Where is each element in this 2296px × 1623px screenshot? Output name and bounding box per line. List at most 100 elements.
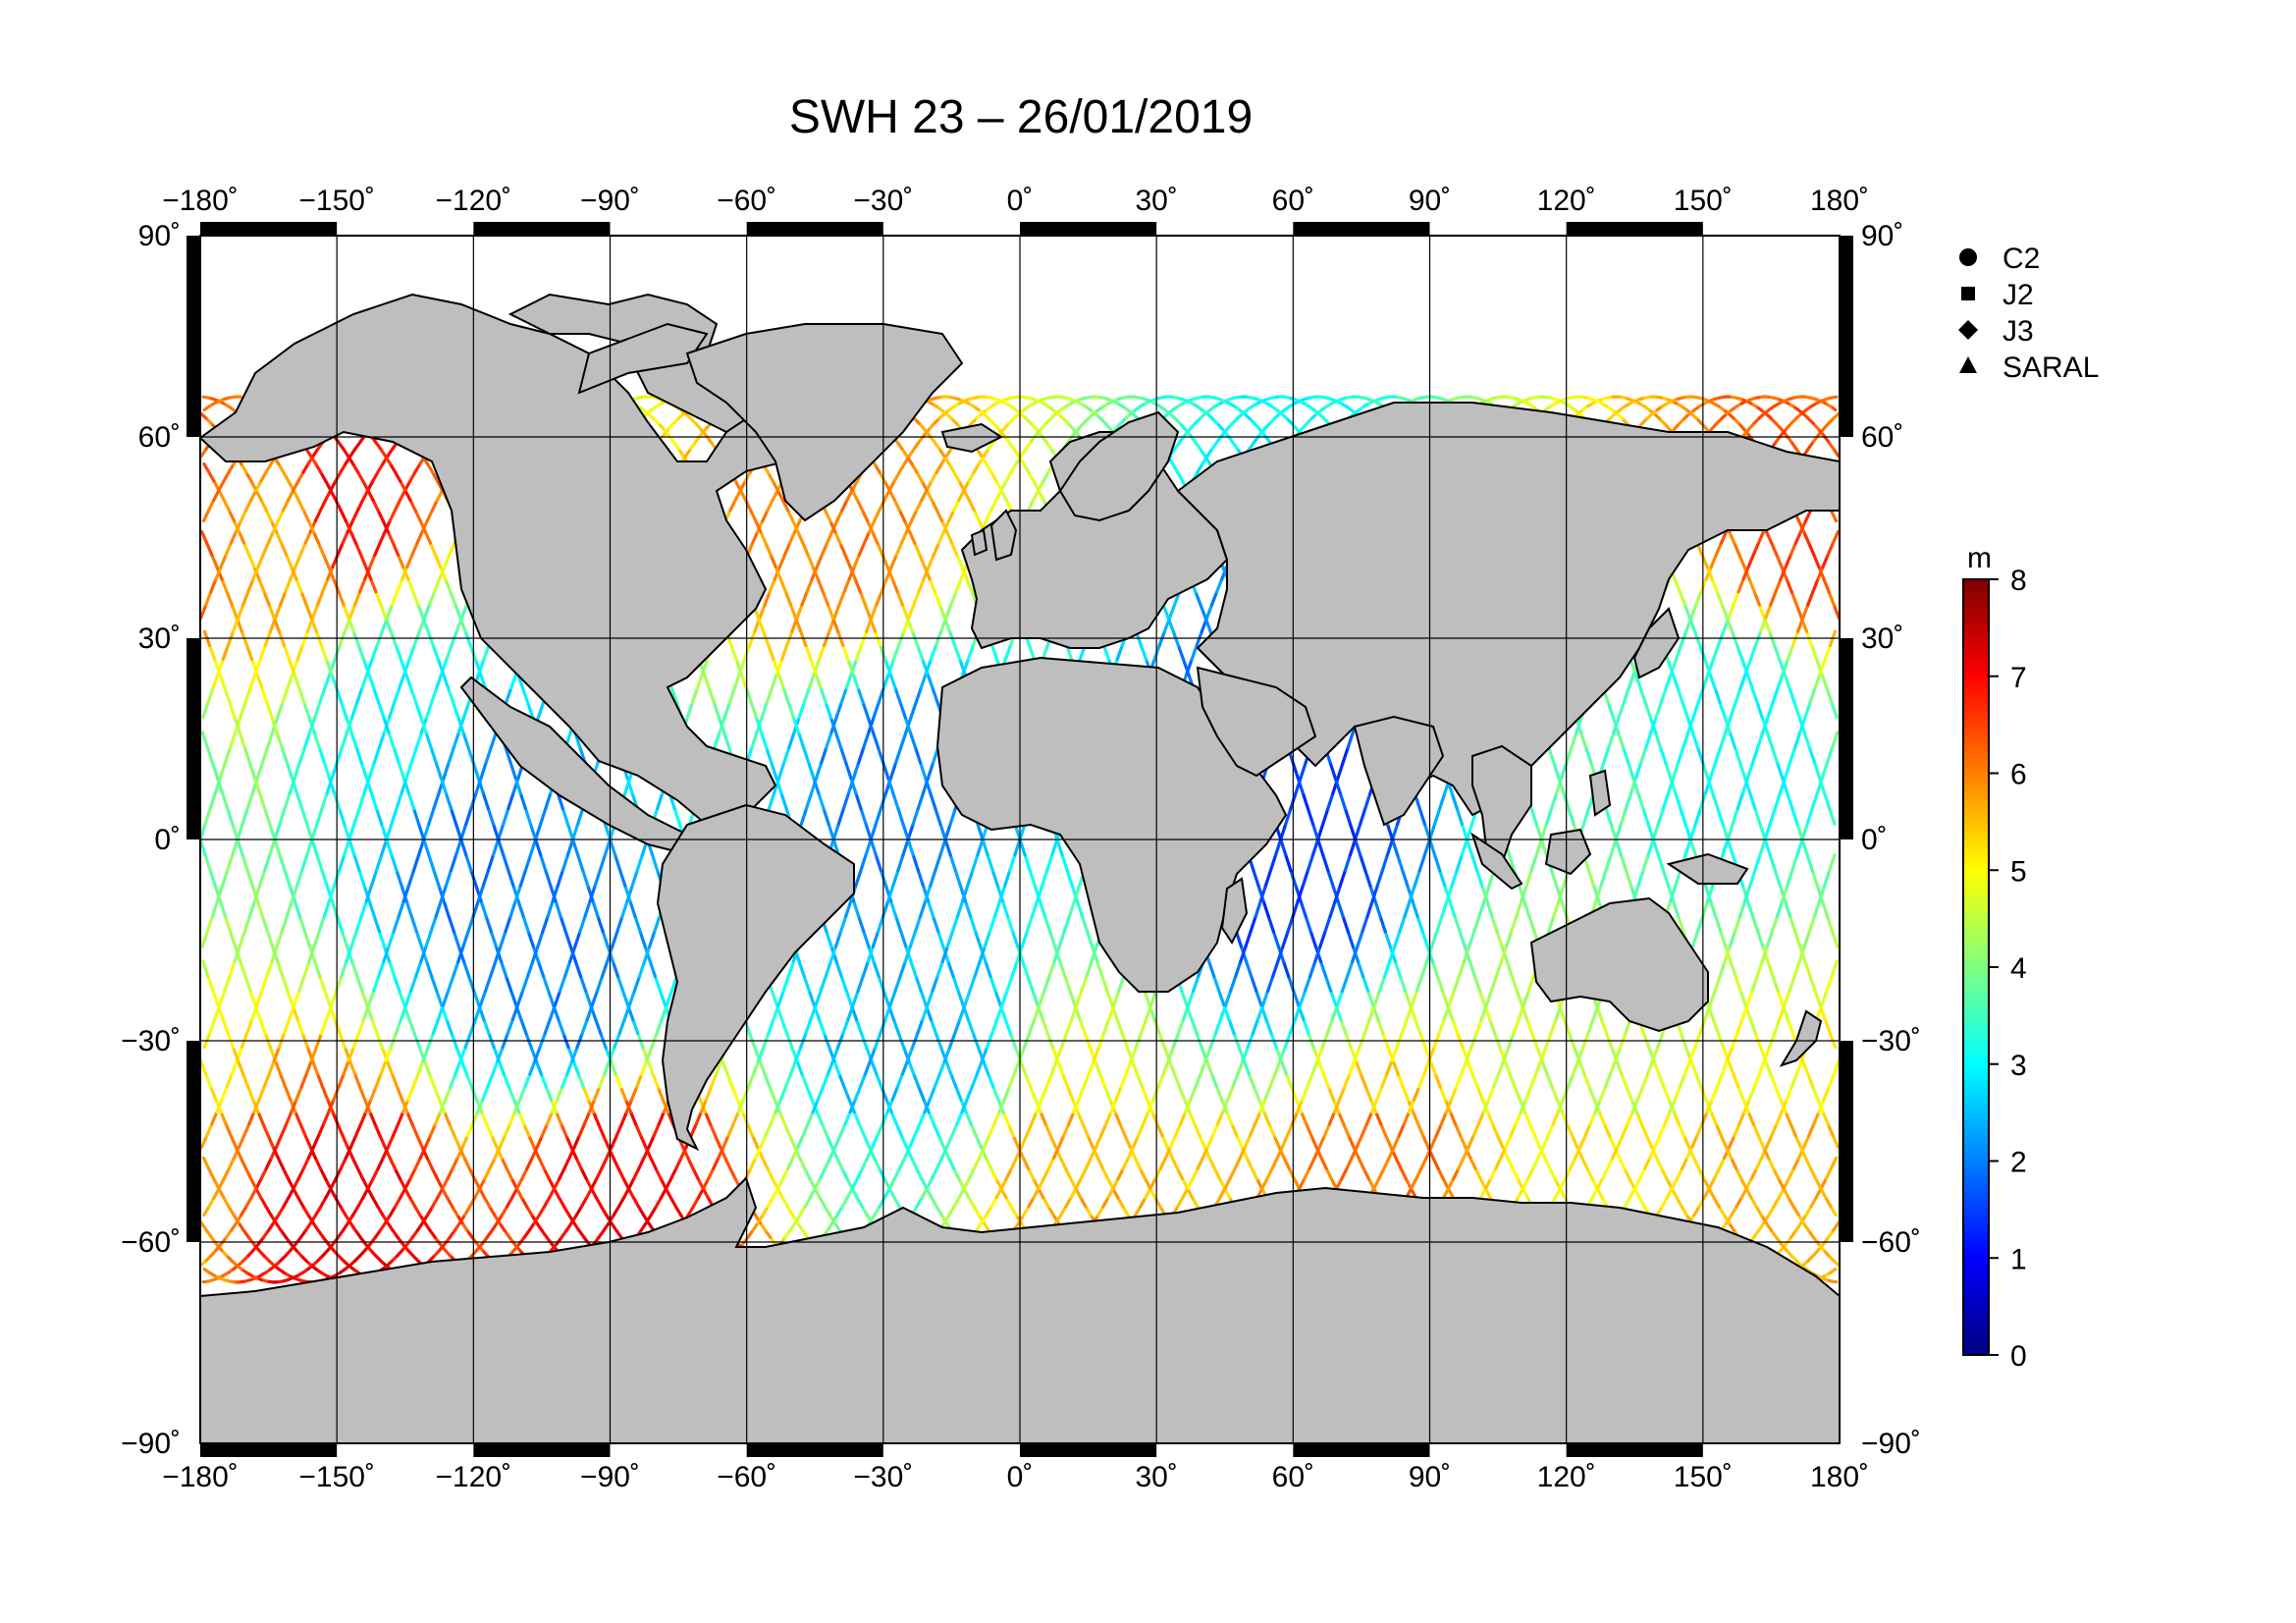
track-segment: [962, 1176, 971, 1190]
track-segment: [489, 959, 498, 978]
track-segment: [1824, 1166, 1833, 1181]
track-segment: [317, 914, 326, 934]
track-segment: [430, 974, 439, 993]
track-segment: [1255, 989, 1263, 1007]
track-segment: [699, 1098, 709, 1114]
track-segment: [929, 791, 937, 811]
track-segment: [533, 1046, 542, 1063]
track-segment: [1167, 603, 1177, 621]
track-segment: [1130, 1058, 1140, 1076]
track-segment: [280, 1122, 289, 1138]
track-segment: [489, 730, 499, 749]
track-segment: [278, 853, 287, 873]
track-segment: [260, 974, 269, 993]
track-segment: [1076, 1110, 1085, 1126]
track-segment: [758, 1058, 767, 1076]
track-segment: [242, 541, 251, 557]
track-segment: [929, 643, 938, 662]
track-segment: [203, 806, 212, 826]
track-segment: [694, 1110, 703, 1126]
track-segment: [1207, 959, 1216, 978]
track-segment: [1255, 1176, 1264, 1190]
track-segment: [888, 672, 897, 690]
track-segment: [517, 1110, 526, 1126]
track-segment: [932, 1122, 940, 1138]
track-segment: [855, 1166, 865, 1181]
track-segment: [200, 411, 208, 420]
track-segment: [250, 1003, 259, 1022]
track-segment: [521, 914, 530, 934]
track-segment: [452, 701, 460, 720]
track-segment: [293, 761, 302, 780]
track-segment: [1029, 1085, 1038, 1102]
track-segment: [245, 791, 254, 811]
track-segment: [787, 1134, 797, 1149]
track-segment: [361, 657, 371, 676]
track-segment: [926, 672, 934, 690]
track-segment: [454, 603, 462, 621]
track-segment: [454, 838, 463, 857]
track-segment: [881, 672, 890, 690]
track-segment: [579, 1166, 588, 1181]
track-segment: [444, 868, 454, 888]
track-segment: [433, 553, 443, 568]
track-segment: [210, 1110, 219, 1126]
track-segment: [794, 616, 803, 633]
track-segment: [205, 541, 214, 557]
track-segment: [985, 461, 993, 474]
track-segment: [361, 479, 370, 493]
track-segment: [943, 838, 952, 857]
track-segment: [1167, 1058, 1177, 1076]
track-segment: [364, 565, 373, 581]
track-segment: [435, 1176, 445, 1190]
track-segment: [255, 761, 265, 780]
track-segment: [1822, 577, 1831, 594]
track-segment: [1101, 1017, 1111, 1036]
track-segment: [494, 945, 503, 963]
track-segment: [324, 479, 333, 493]
track-segment: [876, 914, 885, 934]
track-segment: [1033, 1003, 1041, 1022]
track-segment: [285, 761, 294, 780]
track-segment: [499, 959, 508, 978]
track-segment: [391, 541, 400, 557]
track-segment: [359, 761, 368, 780]
track-segment: [659, 1176, 667, 1190]
track-segment: [686, 1156, 695, 1170]
track-segment: [846, 657, 855, 676]
track-segment: [252, 776, 262, 795]
track-segment: [443, 1110, 452, 1126]
track-segment: [215, 776, 225, 795]
track-segment: [1069, 1186, 1078, 1200]
track-segment: [890, 1085, 899, 1102]
track-segment: [899, 530, 909, 545]
track-segment: [961, 884, 970, 903]
track-segment: [418, 1145, 427, 1161]
track-segment: [875, 1072, 883, 1089]
track-segment: [936, 930, 945, 948]
track-segment: [1020, 1134, 1029, 1149]
track-segment: [620, 989, 630, 1007]
track-segment: [892, 1166, 902, 1181]
track-segment: [726, 1122, 735, 1138]
track-segment: [230, 1058, 239, 1076]
track-segment: [1747, 577, 1756, 594]
track-segment: [469, 1085, 479, 1102]
track-segment: [369, 1085, 378, 1102]
track-segment: [228, 701, 237, 720]
track-segment: [816, 577, 825, 594]
track-segment: [622, 1003, 631, 1022]
track-segment: [1823, 868, 1832, 888]
track-segment: [486, 1072, 495, 1089]
track-segment: [868, 616, 878, 633]
track-segment: [526, 701, 535, 720]
track-segment: [657, 1110, 666, 1126]
track-segment: [281, 686, 290, 705]
track-segment: [1809, 1196, 1818, 1209]
track-segment: [1010, 959, 1019, 978]
track-segment: [345, 945, 353, 963]
track-segment: [838, 914, 848, 934]
track-segment: [297, 686, 306, 705]
track-segment: [507, 868, 515, 888]
track-segment: [871, 930, 881, 948]
